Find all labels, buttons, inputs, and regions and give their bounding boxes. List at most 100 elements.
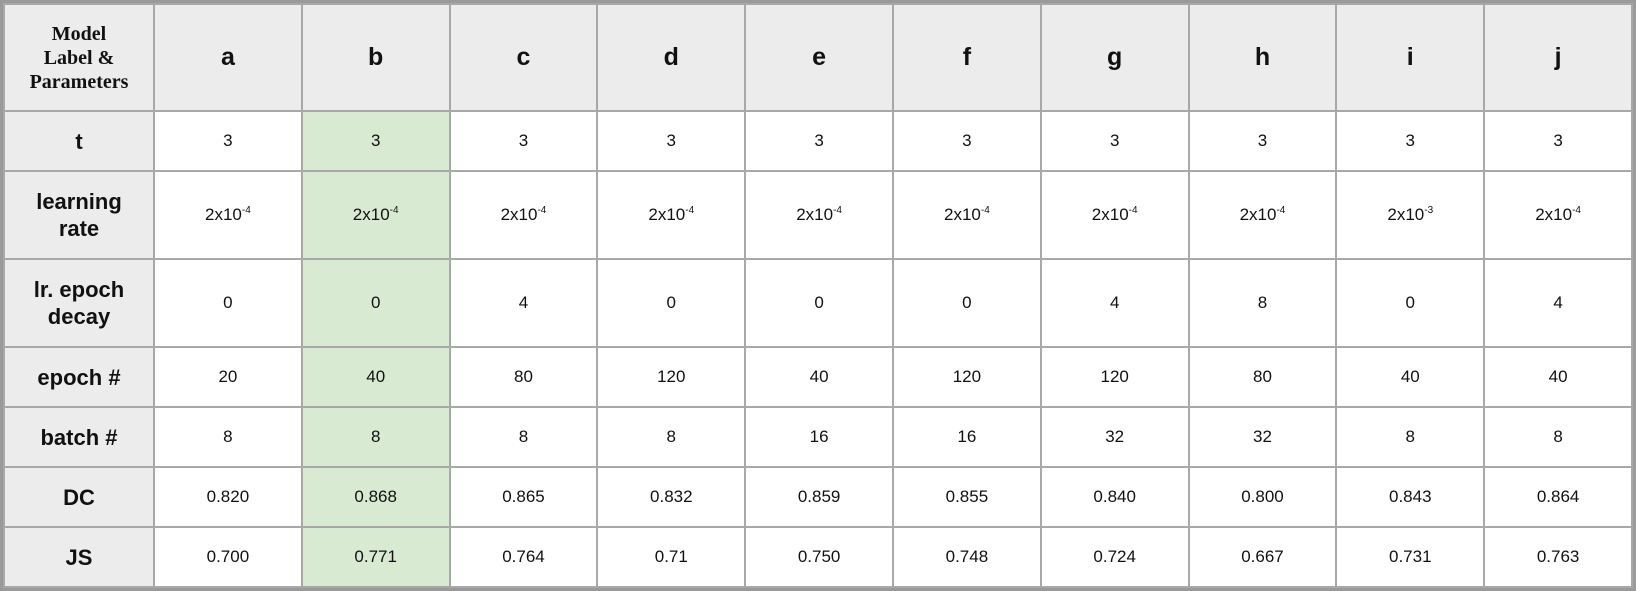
lr-base: 2x10	[796, 205, 834, 224]
row-header-t: t	[3, 110, 155, 172]
lr-exponent: -4	[833, 205, 842, 216]
table-cell: 0.700	[153, 526, 303, 588]
table-cell: 16	[891, 406, 1042, 468]
table-cell-highlighted: 0	[300, 258, 451, 348]
table-cell: 0	[153, 258, 303, 348]
table-cell: 0.724	[1039, 526, 1190, 588]
column-header-i: i	[1335, 3, 1486, 112]
lr-exponent: -4	[1128, 205, 1138, 216]
column-header-e: e	[744, 3, 894, 112]
column-header-d: d	[596, 3, 747, 112]
lr-base: 2x10	[352, 205, 390, 224]
row-header-label: lr. epoch decay	[33, 277, 125, 329]
table-cell: 3	[891, 110, 1042, 172]
table-cell: 2x10-4	[153, 170, 303, 260]
table-cell: 80	[1187, 346, 1338, 408]
table-row-dc: DC 0.820 0.868 0.865 0.832 0.859 0.855 0…	[3, 466, 1633, 528]
table-cell: 8	[1187, 258, 1338, 348]
table-cell: 0.865	[448, 466, 599, 528]
table-cell: 0.840	[1039, 466, 1190, 528]
table-cell: 3	[744, 110, 894, 172]
table-cell: 2x10-3	[1335, 170, 1486, 260]
table-cell: 8	[1335, 406, 1486, 468]
corner-header-label: Model Label & Parameters	[29, 22, 129, 93]
table-cell-highlighted: 0.868	[300, 466, 451, 528]
table-cell: 80	[448, 346, 599, 408]
lr-exponent: -4	[1276, 205, 1286, 216]
table-cell: 120	[1039, 346, 1190, 408]
lr-exponent: -3	[1424, 205, 1434, 216]
table-cell-highlighted: 3	[300, 110, 451, 172]
table-cell: 40	[744, 346, 894, 408]
column-header-g: g	[1039, 3, 1190, 112]
table-cell: 16	[744, 406, 894, 468]
table-cell: 4	[1483, 258, 1633, 348]
table-cell: 0.843	[1335, 466, 1486, 528]
lr-exponent: -4	[537, 205, 547, 216]
table-cell-highlighted: 40	[300, 346, 451, 408]
lr-base: 2x10	[1387, 205, 1425, 224]
row-header-batch: batch #	[3, 406, 155, 468]
table-cell: 8	[448, 406, 599, 468]
table-cell: 120	[891, 346, 1042, 408]
row-header-epoch: epoch #	[3, 346, 155, 408]
table-cell: 0.750	[744, 526, 894, 588]
column-header-f: f	[891, 3, 1042, 112]
column-header-j: j	[1483, 3, 1633, 112]
table-cell: 20	[153, 346, 303, 408]
table-cell: 3	[448, 110, 599, 172]
table-cell: 8	[153, 406, 303, 468]
table-cell: 3	[153, 110, 303, 172]
column-header-c: c	[448, 3, 599, 112]
row-header-js: JS	[3, 526, 155, 588]
table-row-epoch: epoch # 20 40 80 120 40 120 120 80 40 40	[3, 346, 1633, 408]
table-cell: 0	[744, 258, 894, 348]
column-header-b: b	[300, 3, 451, 112]
table-cell: 0	[891, 258, 1042, 348]
lr-base: 2x10	[1091, 205, 1129, 224]
lr-exponent: -4	[241, 205, 251, 216]
table-cell-highlighted: 0.771	[300, 526, 451, 588]
table-cell: 0.864	[1483, 466, 1633, 528]
table-cell: 32	[1187, 406, 1338, 468]
table-cell: 120	[596, 346, 747, 408]
table-cell: 3	[596, 110, 747, 172]
table-cell: 0	[1335, 258, 1486, 348]
table-cell: 0	[596, 258, 747, 348]
table-row-batch: batch # 8 8 8 8 16 16 32 32 8 8	[3, 406, 1633, 468]
row-header-learning-rate: learning rate	[3, 170, 155, 260]
table-cell: 0.763	[1483, 526, 1633, 588]
table-cell: 0.748	[891, 526, 1042, 588]
column-header-h: h	[1187, 3, 1338, 112]
table-cell: 40	[1335, 346, 1486, 408]
table-row-learning-rate: learning rate 2x10-4 2x10-4 2x10-4 2x10-…	[3, 170, 1633, 260]
table-cell: 2x10-4	[1039, 170, 1190, 260]
lr-base: 2x10	[648, 205, 686, 224]
table-cell: 0.855	[891, 466, 1042, 528]
lr-base: 2x10	[1535, 205, 1573, 224]
table-cell: 4	[448, 258, 599, 348]
table-cell: 3	[1187, 110, 1338, 172]
lr-base: 2x10	[943, 205, 981, 224]
table-cell: 40	[1483, 346, 1633, 408]
table-cell: 0.800	[1187, 466, 1338, 528]
table-cell: 0.764	[448, 526, 599, 588]
lr-exponent: -4	[685, 205, 695, 216]
table-cell: 0.667	[1187, 526, 1338, 588]
corner-header-cell: Model Label & Parameters	[3, 3, 155, 112]
lr-base: 2x10	[1239, 205, 1277, 224]
table-cell: 0.731	[1335, 526, 1486, 588]
lr-base: 2x10	[500, 205, 538, 224]
table-cell: 0.71	[596, 526, 747, 588]
table-cell: 4	[1039, 258, 1190, 348]
table-cell: 3	[1039, 110, 1190, 172]
header-row: Model Label & Parameters a b c d e f g h…	[3, 3, 1633, 112]
table-cell: 2x10-4	[1187, 170, 1338, 260]
table-cell: 3	[1483, 110, 1633, 172]
table-cell: 2x10-4	[448, 170, 599, 260]
table-cell: 0.859	[744, 466, 894, 528]
table-row-t: t 3 3 3 3 3 3 3 3 3 3	[3, 110, 1633, 172]
lr-exponent: -4	[1572, 205, 1581, 216]
table-cell: 0.820	[153, 466, 303, 528]
